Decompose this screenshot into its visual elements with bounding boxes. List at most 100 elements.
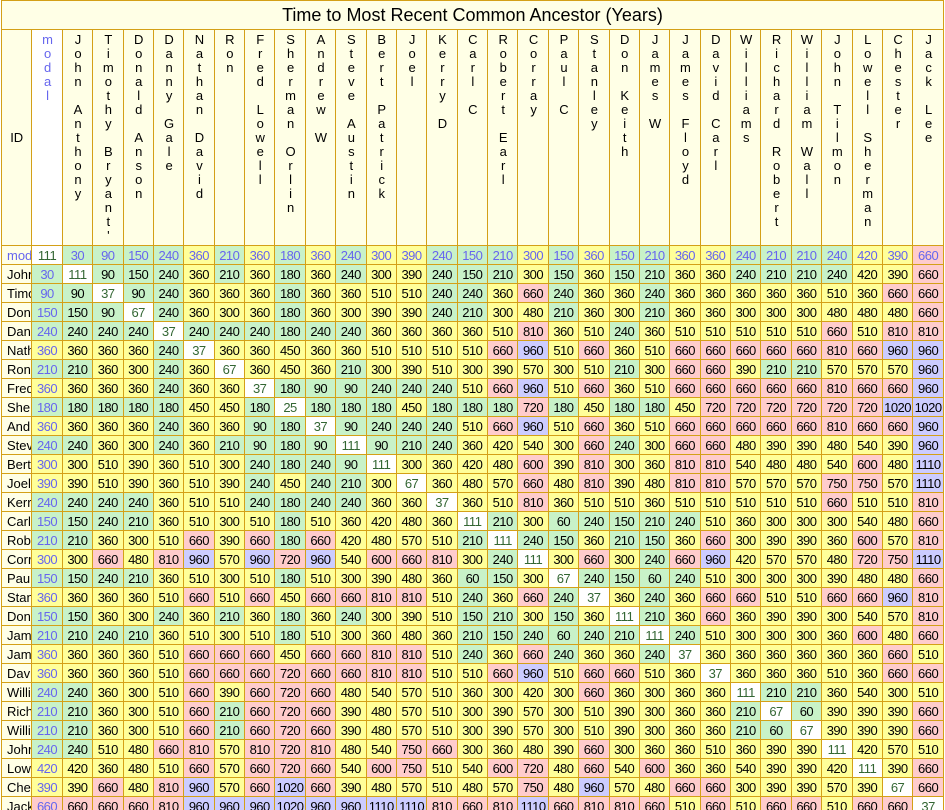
tmrca-cell: 510 — [729, 492, 762, 512]
tmrca-cell: 420 — [517, 682, 549, 702]
tmrca-cell: 300 — [486, 302, 519, 322]
tmrca-cell: 240 — [152, 378, 185, 398]
column-header: Stanley — [578, 29, 610, 246]
tmrca-cell: 660 — [881, 644, 914, 664]
tmrca-cell: 300 — [638, 435, 671, 455]
tmrca-cell: 390 — [790, 739, 823, 759]
tmrca-cell: 240 — [31, 682, 63, 702]
tmrca-cell: 210 — [213, 720, 246, 740]
tmrca-cell: 360 — [699, 245, 732, 265]
tmrca-cell: 360 — [31, 340, 63, 360]
tmrca-cell: 240 — [426, 416, 458, 436]
tmrca-cell: 660 — [669, 378, 701, 398]
tmrca-cell: 210 — [61, 625, 94, 645]
tmrca-cell: 180 — [304, 397, 337, 417]
table-body: modal11130901502403602103601803602403003… — [0, 245, 944, 810]
column-header: Ron — [213, 29, 246, 246]
tmrca-cell: 240 — [426, 378, 458, 398]
tmrca-cell: 240 — [578, 625, 610, 645]
column-header-label: Nathan David — [191, 32, 207, 200]
tmrca-cell: 360 — [183, 606, 215, 626]
tmrca-cell: 360 — [395, 321, 428, 341]
tmrca-cell: 510 — [547, 663, 580, 683]
tmrca-cell: 660 — [92, 796, 124, 810]
tmrca-cell: 300 — [729, 568, 762, 588]
tmrca-cell: 390 — [365, 568, 397, 588]
tmrca-cell: 810 — [699, 454, 732, 474]
tmrca-cell: 360 — [699, 682, 732, 702]
column-header: Paul C — [547, 29, 580, 246]
tmrca-cell: 300 — [547, 720, 580, 740]
tmrca-cell: 480 — [517, 302, 549, 322]
tmrca-cell: 510 — [152, 682, 185, 702]
tmrca-cell: 660 — [578, 549, 610, 569]
tmrca-cell: 360 — [608, 378, 640, 398]
tmrca-cell: 510 — [243, 511, 276, 531]
tmrca-cell: 360 — [243, 283, 276, 303]
tmrca-cell: 510 — [456, 378, 489, 398]
tmrca-cell: 240 — [426, 245, 458, 265]
tmrca-cell: 510 — [578, 492, 610, 512]
tmrca-cell: 111 — [335, 435, 367, 455]
tmrca-cell: 300 — [456, 720, 489, 740]
tmrca-cell: 960 — [243, 549, 276, 569]
tmrca-cell: 480 — [122, 758, 154, 778]
tmrca-cell: 570 — [517, 720, 549, 740]
tmrca-cell: 300 — [638, 359, 671, 379]
tmrca-cell: 570 — [395, 777, 428, 797]
tmrca-cell: 660 — [517, 644, 549, 664]
tmrca-cell: 660 — [243, 530, 276, 550]
tmrca-cell: 240 — [335, 492, 367, 512]
tmrca-cell: 810 — [365, 587, 397, 607]
tmrca-cell: 720 — [821, 397, 853, 417]
tmrca-cell: 180 — [274, 245, 306, 265]
tmrca-cell: 240 — [426, 435, 458, 455]
tmrca-cell: 300 — [638, 701, 671, 721]
tmrca-cell: 360 — [335, 511, 367, 531]
tmrca-cell: 360 — [699, 758, 732, 778]
tmrca-cell: 240 — [517, 625, 549, 645]
tmrca-cell: 810 — [912, 530, 944, 550]
tmrca-cell: 360 — [456, 321, 489, 341]
tmrca-cell: 390 — [760, 758, 792, 778]
tmrca-cell: 240 — [821, 245, 853, 265]
tmrca-cell: 660 — [183, 758, 215, 778]
tmrca-cell: 240 — [608, 435, 640, 455]
tmrca-cell: 210 — [61, 701, 94, 721]
tmrca-cell: 240 — [456, 644, 489, 664]
tmrca-cell: 210 — [608, 530, 640, 550]
tmrca-cell: 300 — [821, 511, 853, 531]
tmrca-cell: 210 — [638, 606, 671, 626]
column-header-label: Corray — [526, 32, 542, 116]
tmrca-cell: 660 — [821, 492, 853, 512]
tmrca-cell: 360 — [395, 492, 428, 512]
tmrca-cell: 360 — [638, 454, 671, 474]
tmrca-cell: 390 — [486, 701, 519, 721]
table-row: Carl C1501502402103605103005101805103604… — [0, 511, 944, 531]
tmrca-cell: 300 — [790, 511, 823, 531]
tmrca-cell: 360 — [608, 283, 640, 303]
tmrca-cell: 360 — [426, 321, 458, 341]
tmrca-cell: 510 — [578, 359, 610, 379]
tmrca-cell: 480 — [122, 777, 154, 797]
tmrca-cell: 90 — [243, 416, 276, 436]
tmrca-cell: 450 — [669, 397, 701, 417]
table-row: James Floyd36036036036051066066066045066… — [0, 644, 944, 664]
tmrca-cell: 360 — [61, 587, 94, 607]
tmrca-cell: 240 — [426, 264, 458, 284]
tmrca-cell: 390 — [881, 245, 914, 265]
tmrca-cell: 240 — [456, 587, 489, 607]
tmrca-cell: 37 — [578, 587, 610, 607]
tmrca-cell: 210 — [729, 701, 762, 721]
tmrca-cell: 510 — [426, 720, 458, 740]
tmrca-cell: 210 — [790, 264, 823, 284]
tmrca-cell: 240 — [152, 606, 185, 626]
tmrca-cell: 300 — [213, 454, 246, 474]
tmrca-cell: 360 — [122, 340, 154, 360]
tmrca-cell: 180 — [61, 397, 94, 417]
tmrca-cell: 660 — [699, 340, 732, 360]
tmrca-cell: 210 — [790, 245, 823, 265]
tmrca-cell: 660 — [578, 340, 610, 360]
tmrca-cell: 300 — [638, 682, 671, 702]
